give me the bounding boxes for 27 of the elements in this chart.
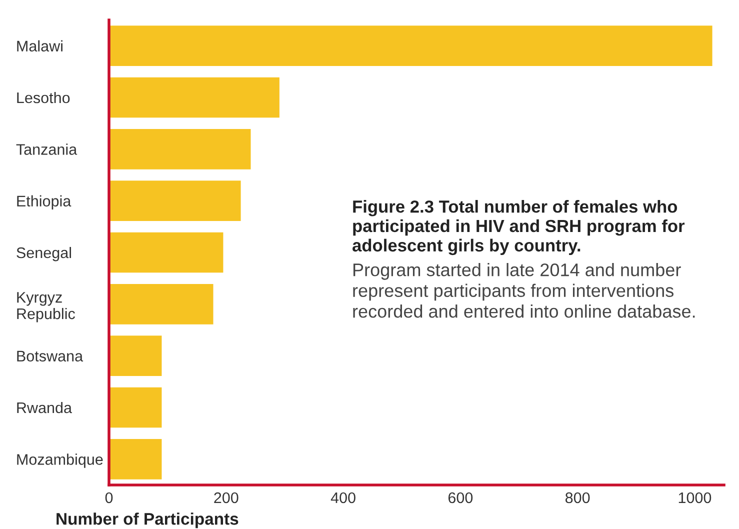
bar	[109, 180, 241, 221]
bar	[109, 232, 224, 273]
x-tick-label: 0	[105, 492, 113, 504]
bar	[109, 77, 280, 118]
y-tick-label: Senegal	[16, 246, 71, 262]
bar	[109, 129, 251, 170]
x-tick-label: 400	[330, 492, 356, 504]
bar	[109, 387, 162, 428]
x-tick-label: 1000	[678, 492, 712, 504]
bar	[109, 284, 214, 324]
bar	[109, 439, 162, 480]
y-tick-label: Rwanda	[17, 402, 72, 414]
y-tick-label: Tanzania	[16, 144, 78, 155]
x-tick-label: 200	[214, 492, 238, 504]
annotation: Program started in late 2014 and number represent participants from interventions recorded and entered into online database.	[353, 263, 695, 318]
y-tick-label: Lesotho	[17, 92, 70, 104]
x-axis-title: Number of Participants	[56, 512, 238, 528]
x-tick-label: 600	[448, 492, 473, 504]
y-tick-label: Malawi	[17, 40, 62, 52]
bar	[109, 336, 162, 376]
y-tick-label: Ethiopia	[17, 195, 72, 210]
y-tick-label: Mozambique	[17, 454, 103, 468]
y-tick-label: Botswana	[17, 350, 84, 362]
text: Figure 2.3 Total number of females who participated in HIV and SRH program for adolescent girls by country.	[352, 200, 685, 256]
bar	[109, 26, 712, 66]
y-tick-label: Kyrgyz Republic	[17, 292, 75, 322]
x-tick-label: 800	[565, 492, 590, 504]
